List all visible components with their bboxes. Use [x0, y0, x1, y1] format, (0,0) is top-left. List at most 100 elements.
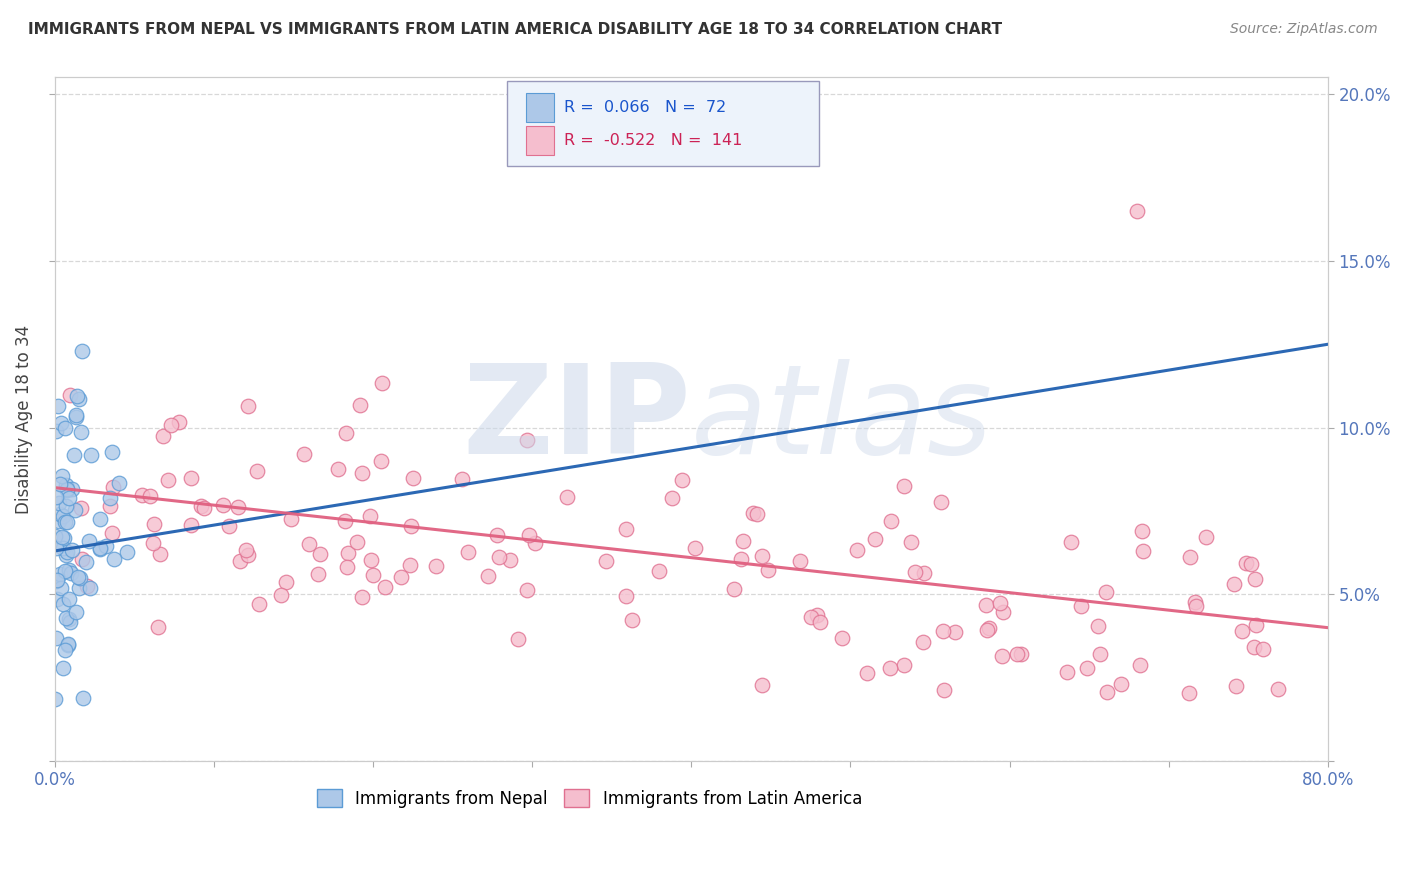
Point [1076, 661, 1098, 675]
Point [979, 622, 1001, 636]
Point [1243, 640, 1265, 655]
Point [60, 482, 83, 496]
Point [79, 581, 101, 595]
Point [555, 490, 578, 504]
Point [661, 491, 683, 506]
Point [1177, 685, 1199, 699]
Point [789, 554, 811, 568]
Point [117, 545, 139, 559]
Point [1223, 577, 1246, 591]
Point [1194, 530, 1216, 544]
Point [309, 547, 332, 561]
Point [307, 567, 329, 582]
Point [79, 449, 101, 463]
Point [211, 498, 233, 512]
Point [72, 343, 94, 358]
Point [904, 565, 927, 579]
Point [98, 491, 121, 505]
Point [238, 399, 260, 413]
Point [371, 376, 394, 390]
Legend: Immigrants from Nepal, Immigrants from Latin America: Immigrants from Nepal, Immigrants from L… [311, 783, 869, 814]
Point [856, 666, 879, 681]
Point [614, 522, 637, 536]
Point [991, 606, 1014, 620]
Point [48, 515, 70, 529]
Point [46, 592, 69, 607]
Point [70, 425, 93, 439]
Point [731, 533, 754, 548]
Point [879, 660, 901, 674]
Point [620, 613, 643, 627]
Point [94, 539, 117, 553]
Point [190, 499, 212, 513]
Point [806, 607, 828, 622]
Point [671, 473, 693, 487]
Point [89, 542, 111, 557]
Point [399, 518, 422, 533]
Point [59, 615, 82, 629]
Point [516, 433, 538, 447]
Point [595, 554, 617, 568]
Point [63, 502, 86, 516]
Point [51, 530, 73, 544]
Point [58, 612, 80, 626]
Point [1005, 647, 1028, 661]
Point [44, 692, 66, 706]
Point [524, 536, 547, 550]
Point [485, 528, 508, 542]
Point [65, 408, 87, 422]
Point [1244, 572, 1267, 586]
Point [236, 548, 259, 562]
Point [425, 558, 447, 573]
Point [89, 512, 111, 526]
Point [1088, 647, 1111, 661]
Point [751, 549, 773, 563]
Point [55, 611, 77, 625]
Point [48, 496, 70, 510]
Point [863, 533, 886, 547]
Point [218, 519, 240, 533]
Text: IMMIGRANTS FROM NEPAL VS IMMIGRANTS FROM LATIN AMERICA DISABILITY AGE 18 TO 34 C: IMMIGRANTS FROM NEPAL VS IMMIGRANTS FROM… [28, 22, 1002, 37]
Point [349, 398, 371, 412]
Point [142, 516, 165, 531]
Point [49, 416, 72, 430]
Point [516, 582, 538, 597]
Point [235, 542, 257, 557]
Point [55, 478, 77, 492]
Point [751, 677, 773, 691]
Point [991, 648, 1014, 663]
Point [914, 566, 936, 581]
Text: R =  -0.522   N =  141: R = -0.522 N = 141 [564, 133, 742, 148]
Point [1251, 642, 1274, 657]
Point [326, 462, 349, 476]
Point [167, 415, 190, 429]
Point [1130, 524, 1153, 538]
Point [1095, 684, 1118, 698]
Point [911, 635, 934, 649]
Point [46, 573, 69, 587]
Point [55, 499, 77, 513]
Point [350, 590, 373, 604]
FancyBboxPatch shape [526, 93, 554, 122]
Point [76, 578, 98, 592]
Point [180, 470, 202, 484]
Point [101, 526, 124, 541]
Point [56, 545, 79, 559]
Point [1109, 677, 1132, 691]
Point [245, 464, 267, 478]
Point [103, 551, 125, 566]
Text: R =  0.066   N =  72: R = 0.066 N = 72 [564, 100, 727, 115]
Point [270, 588, 292, 602]
Point [932, 624, 955, 638]
Point [741, 506, 763, 520]
Point [139, 489, 162, 503]
Point [53, 421, 76, 435]
Point [800, 610, 823, 624]
Point [98, 500, 121, 514]
Point [55, 548, 77, 562]
Point [65, 410, 87, 425]
Point [55, 515, 77, 529]
Point [614, 589, 637, 603]
Point [55, 483, 77, 497]
Point [1267, 681, 1289, 696]
